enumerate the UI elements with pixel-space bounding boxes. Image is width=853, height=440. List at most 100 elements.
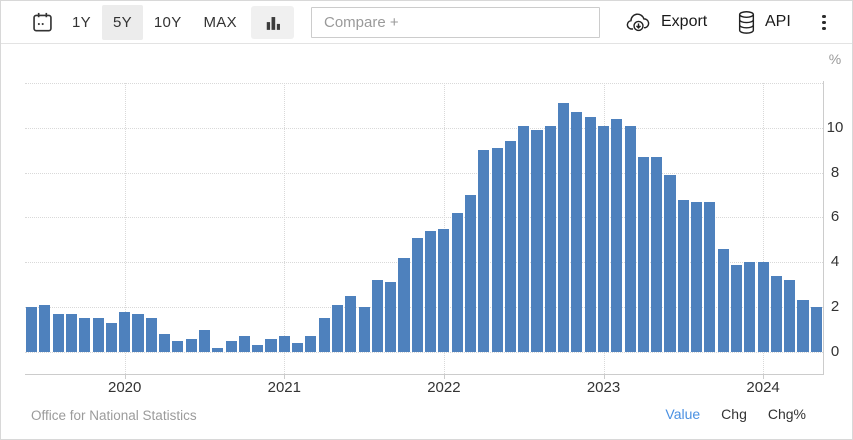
chart-bar[interactable]: [119, 311, 131, 352]
chart-bar[interactable]: [198, 329, 211, 352]
chart-bar[interactable]: [65, 313, 78, 352]
chart-bar[interactable]: [318, 318, 330, 352]
y-axis-label: 8: [830, 163, 840, 181]
chart-bar[interactable]: [26, 307, 38, 352]
y-gridline: [25, 82, 823, 84]
chart-bar[interactable]: [810, 307, 822, 352]
chart-bar[interactable]: [238, 336, 250, 352]
x-axis-tick: [124, 375, 126, 379]
chart-bar[interactable]: [518, 125, 530, 352]
chart-bar[interactable]: [212, 347, 224, 352]
chart-bar[interactable]: [611, 118, 623, 352]
y-gridline: [25, 307, 823, 309]
x-axis-label: 2023: [586, 379, 621, 396]
more-options-button[interactable]: [807, 6, 841, 39]
chart-bar[interactable]: [664, 174, 676, 352]
footer-tab-chgpct[interactable]: Chg%: [767, 406, 806, 422]
x-gridline: [284, 83, 286, 374]
api-label: API: [765, 13, 791, 30]
bar-chart-icon: [266, 16, 280, 30]
chart-bar[interactable]: [398, 257, 410, 352]
chart-bar[interactable]: [252, 345, 264, 352]
chart-bar[interactable]: [172, 340, 184, 352]
chart-bar[interactable]: [145, 318, 157, 352]
chart-bar[interactable]: [278, 336, 290, 352]
y-gridline: [25, 127, 823, 129]
chart-bar[interactable]: [385, 282, 397, 352]
chart-bar[interactable]: [597, 125, 610, 352]
chart-bar[interactable]: [704, 201, 716, 352]
chart-bar[interactable]: [438, 228, 450, 352]
chart-bar[interactable]: [265, 338, 277, 352]
chart-bar[interactable]: [504, 141, 516, 352]
chart-bar[interactable]: [571, 112, 583, 352]
chart-type-button[interactable]: [251, 6, 294, 39]
chart-bar[interactable]: [185, 338, 197, 352]
chart-bar[interactable]: [39, 304, 51, 352]
chart-bar[interactable]: [331, 304, 344, 352]
chart-bar[interactable]: [770, 275, 782, 352]
x-axis-label: 2022: [427, 379, 461, 396]
range-button-max[interactable]: MAX: [193, 5, 248, 40]
chart-bar[interactable]: [411, 237, 423, 352]
range-button-10y[interactable]: 10Y: [143, 5, 193, 40]
calendar-button[interactable]: [25, 6, 59, 39]
chart-bar[interactable]: [225, 340, 237, 352]
cloud-download-icon: [626, 12, 650, 31]
x-axis-label: 2024: [746, 379, 780, 396]
chart-bar[interactable]: [691, 201, 703, 352]
chart-bar[interactable]: [744, 262, 756, 352]
y-gridline: [25, 172, 823, 174]
chart-bar[interactable]: [425, 230, 437, 352]
chart-bar[interactable]: [637, 156, 649, 352]
chart-bar[interactable]: [544, 125, 556, 352]
chart-bar[interactable]: [464, 195, 477, 352]
export-button[interactable]: Export: [625, 7, 707, 37]
chart-bar[interactable]: [677, 199, 689, 352]
chart-bar[interactable]: [757, 262, 769, 352]
footer-tab-value[interactable]: Value: [665, 406, 701, 422]
footer-tab-chg[interactable]: Chg: [721, 406, 747, 422]
y-axis-label: 2: [830, 298, 840, 316]
chart-bar[interactable]: [531, 130, 543, 352]
chart-bar[interactable]: [730, 264, 743, 352]
chart-bar[interactable]: [358, 307, 370, 352]
y-gridline: [25, 352, 823, 353]
x-axis-label: 2020: [108, 379, 142, 396]
chart-bar[interactable]: [451, 212, 463, 352]
chart-bar[interactable]: [717, 248, 729, 352]
chart-bar[interactable]: [345, 295, 357, 352]
chart-bar[interactable]: [491, 147, 503, 352]
chart-bar[interactable]: [92, 318, 104, 352]
chart-bar[interactable]: [584, 116, 596, 352]
chart-bar[interactable]: [651, 156, 663, 352]
chart-bar[interactable]: [132, 313, 144, 352]
compare-input[interactable]: [311, 7, 600, 38]
chart-bar[interactable]: [159, 334, 171, 352]
range-button-5y[interactable]: 5Y: [101, 5, 143, 40]
y-axis-label: 0: [830, 343, 840, 360]
chart-bar[interactable]: [105, 322, 117, 352]
chart-bar[interactable]: [52, 313, 64, 352]
calendar-icon: [32, 12, 52, 32]
chart-bar[interactable]: [79, 318, 91, 352]
footer-tabs: Value Chg Chg%: [665, 406, 806, 422]
x-axis-tick: [603, 375, 605, 379]
x-axis-label: 2021: [267, 379, 301, 396]
kebab-menu-icon: [822, 14, 826, 19]
chart-bar[interactable]: [292, 343, 304, 352]
range-button-1y[interactable]: 1Y: [61, 5, 102, 40]
chart-bar[interactable]: [784, 280, 796, 352]
chart-bar[interactable]: [558, 103, 570, 352]
chart-bar[interactable]: [624, 125, 636, 352]
chart-bar[interactable]: [371, 280, 383, 352]
chart-bar[interactable]: [478, 150, 490, 352]
y-gridline: [25, 262, 823, 264]
api-button[interactable]: API: [737, 7, 791, 37]
database-icon: [738, 10, 755, 34]
chart-bar[interactable]: [797, 300, 809, 352]
chart-bar[interactable]: [305, 336, 317, 352]
